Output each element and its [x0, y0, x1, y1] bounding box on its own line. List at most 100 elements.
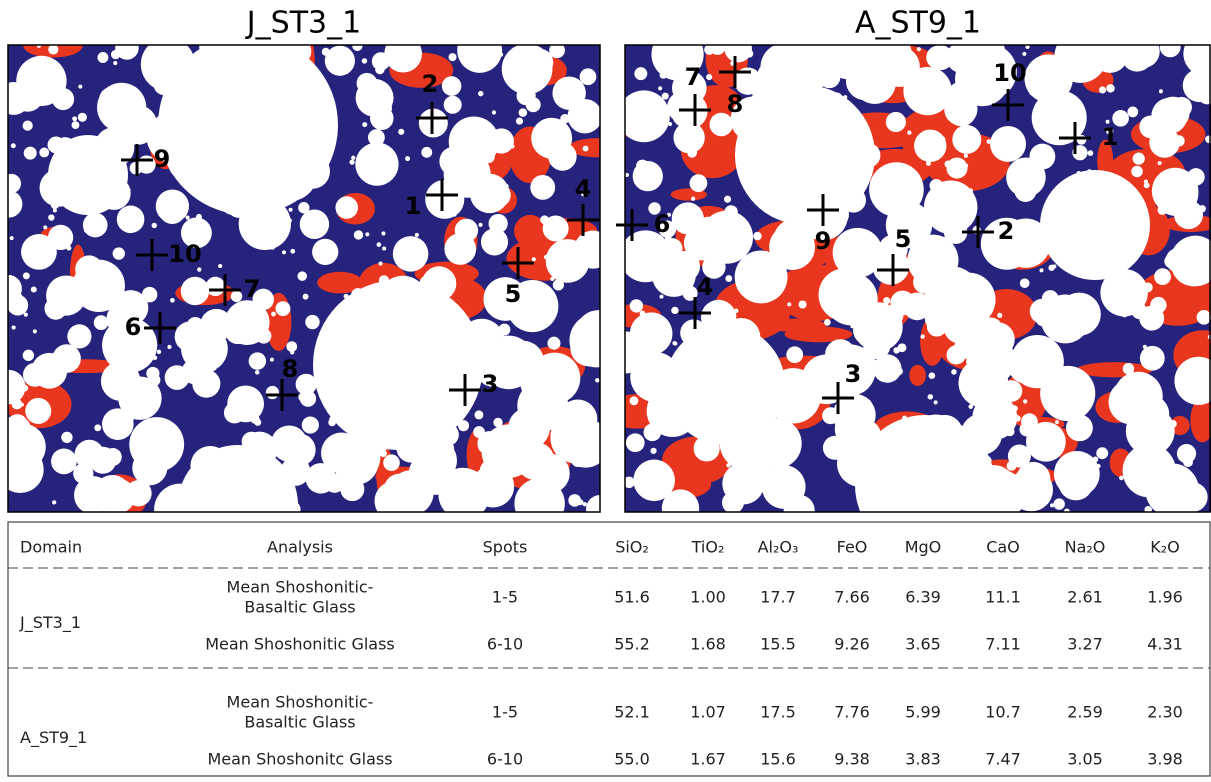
spots: 1-5 [492, 703, 518, 722]
vesicle [530, 175, 555, 200]
vesicle [924, 181, 977, 234]
vesicle [751, 418, 801, 468]
spot-label: 6 [654, 210, 671, 238]
analysis: Basaltic Glass [244, 598, 355, 617]
vesicle [1074, 69, 1086, 81]
vesicle [493, 418, 502, 427]
vesicle [190, 446, 230, 486]
vesicle [694, 435, 720, 461]
vesicle [660, 71, 667, 78]
vesicle [706, 357, 713, 364]
vesicle [917, 47, 921, 51]
vesicle [847, 69, 863, 85]
vesicle [691, 197, 695, 201]
vesicle [11, 143, 16, 148]
vesicle [33, 329, 37, 333]
spot-label: 1 [1102, 123, 1119, 151]
vesicle [1054, 127, 1071, 144]
vesicle [303, 294, 309, 300]
vesicle [724, 196, 731, 203]
vesicle [104, 448, 122, 466]
vesicle [554, 363, 578, 387]
vesicle [987, 139, 992, 144]
vesicle [2, 174, 21, 193]
vesicle [478, 91, 483, 96]
vesicle [352, 41, 362, 51]
vesicle [532, 257, 536, 261]
spot-label: 2 [422, 70, 439, 98]
oxide-value: 5.99 [905, 703, 941, 722]
vesicle [78, 85, 82, 89]
vesicle [941, 273, 995, 327]
vesicle [697, 58, 701, 62]
vesicle [907, 130, 911, 134]
vesicle [168, 148, 199, 179]
vesicle [329, 348, 340, 359]
vesicle [1019, 422, 1033, 436]
oxide-value: 51.6 [614, 588, 650, 607]
vesicle [964, 154, 968, 158]
vesicle [271, 312, 276, 317]
vesicle [952, 125, 981, 154]
vesicle [458, 133, 491, 166]
vesicle [152, 223, 157, 228]
vesicle [235, 142, 277, 184]
vesicle [12, 399, 23, 410]
vesicle [553, 279, 564, 290]
vesicle [181, 277, 209, 305]
vesicle [913, 271, 936, 294]
vesicle [188, 473, 192, 477]
vesicle [805, 195, 810, 200]
vesicle [517, 86, 536, 105]
column-header: K₂O [1150, 538, 1180, 557]
vesicle [516, 118, 523, 125]
vesicle [856, 143, 881, 168]
vesicle [804, 136, 809, 141]
vesicle [377, 242, 382, 247]
vesicle [169, 438, 174, 443]
vesicle [48, 44, 58, 54]
spot-label: 6 [125, 313, 142, 341]
vesicle [34, 471, 39, 476]
vesicle [716, 419, 720, 423]
vesicle [902, 308, 906, 312]
vesicle [254, 419, 261, 426]
vesicle [285, 490, 289, 494]
vesicle [39, 148, 49, 158]
vesicle [505, 184, 509, 188]
vesicle [947, 345, 966, 364]
vesicle [618, 90, 670, 142]
vesicle [35, 57, 48, 70]
vesicle [946, 158, 967, 179]
oxide-value: 3.27 [1067, 635, 1103, 654]
vesicle [222, 73, 270, 121]
vesicle [496, 138, 505, 147]
vesicle [372, 304, 376, 308]
vesicle [878, 315, 903, 340]
vesicle [546, 239, 590, 283]
vesicle [67, 324, 91, 348]
vesicle [723, 408, 750, 435]
oxide-value: 7.11 [985, 635, 1021, 654]
vesicle [671, 307, 678, 314]
vesicle [722, 318, 760, 356]
vesicle [630, 299, 643, 312]
vesicle [312, 239, 338, 265]
vesicle [959, 358, 1009, 408]
vesicle [862, 347, 866, 351]
analysis: Mean Shoshonitic- [227, 693, 374, 712]
vesicle [157, 350, 161, 354]
vesicle [129, 417, 184, 472]
spot-label: 10 [168, 240, 201, 268]
vesicle [457, 28, 502, 73]
column-header: CaO [986, 538, 1020, 557]
vesicle [335, 196, 358, 219]
vesicle [52, 500, 56, 504]
vesicle [548, 142, 576, 170]
vesicle [1029, 144, 1055, 170]
vesicle [1099, 86, 1106, 93]
vesicle [415, 233, 419, 237]
vesicle [421, 147, 432, 158]
vesicle [1053, 498, 1064, 509]
vesicle [953, 423, 957, 427]
